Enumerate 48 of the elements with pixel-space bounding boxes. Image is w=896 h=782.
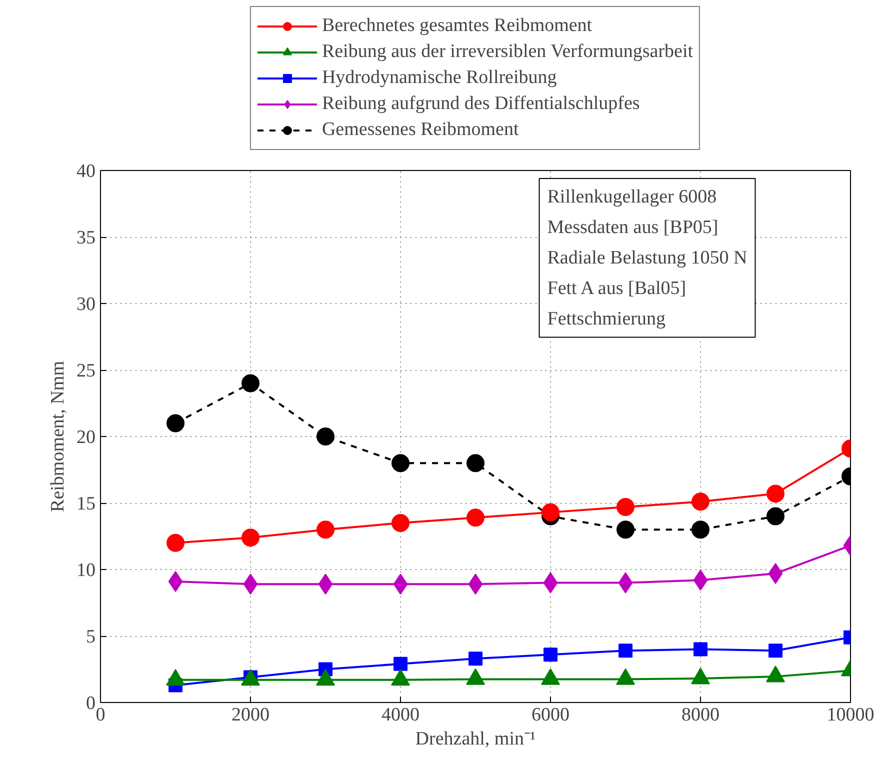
y-tick-label: 20 <box>76 427 96 448</box>
point <box>542 503 560 522</box>
point <box>242 528 260 547</box>
legend-label: Reibung aufgrund des Diffentialschlupfes <box>322 92 640 116</box>
point <box>466 508 484 527</box>
y-tick-label: 5 <box>86 626 96 648</box>
point <box>392 454 410 472</box>
y-tick-label: 10 <box>76 560 96 581</box>
annotation: Radiale Belastung 1050 N <box>547 247 748 268</box>
annotation: Messdaten aus [BP05] <box>547 216 718 238</box>
point <box>544 648 558 662</box>
x-tick-label: 4000 <box>382 704 420 726</box>
legend-label: Gemessenes Reibmoment <box>322 118 519 142</box>
x-tick-label: 6000 <box>532 704 570 726</box>
point <box>766 507 784 526</box>
point <box>394 656 408 671</box>
point <box>466 454 484 472</box>
legend-label: Hydrodynamische Rollreibung <box>322 66 557 90</box>
x-tick-label: 8000 <box>682 704 720 726</box>
y-tick-label: 40 <box>76 161 96 182</box>
y-axis-title: Reibmoment, Nmm <box>48 360 68 512</box>
point <box>316 520 334 539</box>
y-tick-label: 35 <box>76 228 96 248</box>
point <box>616 520 634 539</box>
point <box>694 642 708 656</box>
point <box>692 492 710 511</box>
y-tick-label: 30 <box>76 294 96 315</box>
point <box>242 374 260 392</box>
point <box>766 484 784 503</box>
annotation: Fettschmierung <box>547 308 666 330</box>
point <box>768 644 782 658</box>
point <box>166 414 184 432</box>
point <box>166 534 184 552</box>
point <box>692 520 710 539</box>
x-tick-label: 2000 <box>232 704 270 726</box>
point <box>618 644 632 658</box>
point <box>616 498 634 516</box>
point <box>392 514 410 532</box>
point <box>316 428 334 446</box>
annotation: Fett A aus [Bal05] <box>547 278 686 299</box>
point <box>468 652 482 666</box>
x-tick-label: 10000 <box>826 704 874 726</box>
legend-label: Reibung aus der irreversiblen Verformungsarbeit <box>322 40 694 64</box>
legend-label: Berechnetes gesamtes Reibmoment <box>322 14 592 38</box>
x-axis-title: Drehzahl, min⁻¹ <box>415 728 536 750</box>
y-tick-label: 25 <box>76 360 96 382</box>
annotation: Rillenkugellager 6008 <box>547 186 717 208</box>
y-tick-label: 15 <box>76 494 96 514</box>
